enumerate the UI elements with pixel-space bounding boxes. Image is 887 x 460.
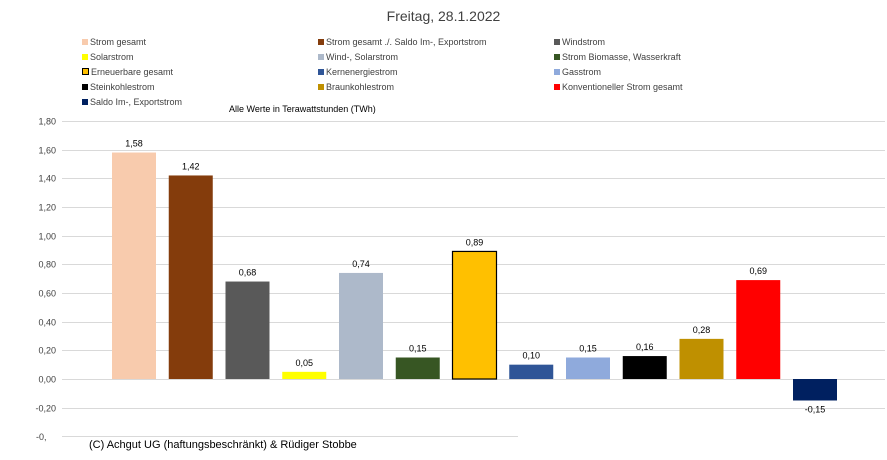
legend-item-erneuerbare: Erneuerbare gesamt [82,67,173,78]
y-tick-label: 0,40 [38,318,56,328]
legend-swatch [554,69,560,75]
legend-item-konventionell: Konventioneller Strom gesamt [554,82,683,93]
legend-swatch [318,69,324,75]
bar-value-label: 0,74 [352,259,370,269]
legend-item-saldo: Saldo Im-, Exportstrom [82,97,182,108]
y-tick-label: -0,20 [35,404,56,414]
bar-value-label: 0,16 [636,342,654,352]
legend-swatch [318,54,324,60]
legend-label: Wind-, Solarstrom [326,52,399,62]
legend-label: Kernenergiestrom [326,67,398,77]
legend-item-steinkohle: Steinkohlestrom [82,82,155,93]
legend-swatch [82,68,89,75]
bars [112,152,837,401]
bar [112,152,156,379]
legend-item-kernenergie: Kernenergiestrom [318,67,398,78]
legend-item-wind-solar: Wind-, Solarstrom [318,52,398,63]
bar-value-label: 0,15 [579,344,597,354]
bar [736,280,781,379]
copyright-credit: (C) Achgut UG (haftungsbeschränkt) & Rüd… [89,439,357,451]
y-axis-ticks: 1,80 1,60 1,40 1,20 1,00 0,80 0,60 0,40 0,20 0,00… [35,117,56,414]
legend-item-strom-netto: Strom gesamt ./. Saldo Im-, Exportstrom [318,37,487,48]
chart-title: Freitag, 28.1.2022 [386,8,501,24]
legend-item-braunkohle: Braunkohlestrom [318,82,394,93]
legend-item-solarstrom: Solarstrom [82,52,134,63]
bar-value-label: 1,58 [125,139,143,149]
legend-item-biomasse: Strom Biomasse, Wasserkraft [554,52,681,63]
legend-swatch [554,84,560,90]
legend-label: Gasstrom [562,67,602,77]
legend-label: Windstrom [562,37,606,47]
y-tick-label: 1,20 [38,203,56,213]
legend-swatch [554,39,560,45]
legend-item-windstrom: Windstrom [554,37,605,48]
bar [566,357,610,379]
legend-swatch [82,39,88,45]
legend-label: Saldo Im-, Exportstrom [90,97,183,107]
legend-swatch [82,84,88,90]
bar-value-label: 1,42 [182,161,200,171]
bar [225,281,270,379]
bar-value-label: 0,69 [749,266,767,276]
bar [168,175,213,379]
legend-item-strom-gesamt: Strom gesamt [82,37,146,48]
y-tick-label-cut: -0, [36,432,47,442]
bar [395,357,440,379]
bar-value-label: 0,89 [466,237,484,247]
y-tick-label: 1,80 [38,117,56,127]
bar [282,371,327,379]
bar [509,364,554,379]
y-tick-label: 1,40 [38,174,56,184]
y-tick-label: 0,80 [38,260,56,270]
legend-swatch [318,39,324,45]
y-tick-label: 1,60 [38,146,56,156]
bar [793,379,837,401]
bar-value-label: 0,15 [409,344,427,354]
chart-subtitle: Alle Werte in Terawattstunden (TWh) [229,104,376,114]
legend-label: Solarstrom [90,52,134,62]
bar-value-label: 0,05 [295,358,313,368]
legend-label: Braunkohlestrom [326,82,395,92]
data-labels: 1,58 1,42 0,68 0,05 0,74 0,15 0,89 0,10 0,15 0,16… [125,139,825,415]
y-tick-label: 0,20 [38,346,56,356]
legend-swatch [82,99,88,105]
legend-label: Steinkohlestrom [90,82,155,92]
legend-swatch [554,54,560,60]
legend-label: Konventioneller Strom gesamt [562,82,683,92]
bar [339,272,383,379]
bar-value-label: 0,28 [693,325,711,335]
legend-label: Strom gesamt [90,37,147,47]
bar-value-label: 0,10 [522,351,540,361]
bar [451,250,498,380]
bar-value-label: -0,15 [805,405,826,415]
y-tick-label: 0,60 [38,289,56,299]
y-tick-label: 1,00 [38,232,56,242]
legend-swatch [318,84,324,90]
y-tick-label: 0,00 [38,375,56,385]
legend-label: Strom gesamt ./. Saldo Im-, Exportstrom [326,37,487,47]
bar [679,338,724,379]
legend-item-gasstrom: Gasstrom [554,67,601,78]
bar [622,356,667,379]
legend-label: Erneuerbare gesamt [91,67,174,77]
legend-swatch [82,54,88,60]
legend-label: Strom Biomasse, Wasserkraft [562,52,681,62]
bar-value-label: 0,68 [239,268,257,278]
